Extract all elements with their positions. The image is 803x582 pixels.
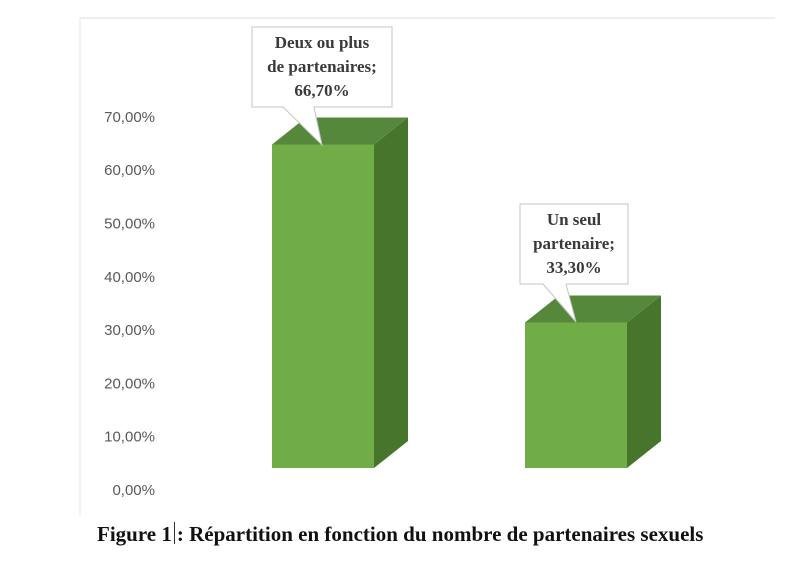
data-label-text: Deux ou plus [275,33,370,52]
figure-caption: Figure 1: Répartition en fonction du nom… [97,522,797,547]
y-tick-label: 10,00% [104,429,155,446]
y-tick-label: 20,00% [104,375,155,392]
y-tick-label: 0,00% [112,482,155,499]
y-tick-label: 50,00% [104,216,155,233]
bar [525,323,627,468]
data-label-text: 33,30% [546,258,601,277]
y-tick-label: 30,00% [104,322,155,339]
data-label-text: partenaire; [533,234,615,253]
bar [272,144,374,468]
y-tick-label: 40,00% [104,269,155,286]
bar-side [627,296,661,468]
caption-prefix: Figure 1 [97,522,172,546]
data-label-text: de partenaires; [267,57,377,76]
data-label-text: Un seul [547,210,602,229]
caption-text: : Répartition en fonction du nombre de p… [177,522,704,546]
y-tick-label: 60,00% [104,162,155,179]
y-axis: 0,00% 10,00% 20,00% 30,00% 40,00% 50,00% 60,00… [104,109,155,499]
text-cursor [174,522,175,544]
bar-side [374,117,408,468]
data-label-text: 66,70% [294,81,349,100]
bars [272,117,661,468]
y-tick-label: 70,00% [104,109,155,126]
